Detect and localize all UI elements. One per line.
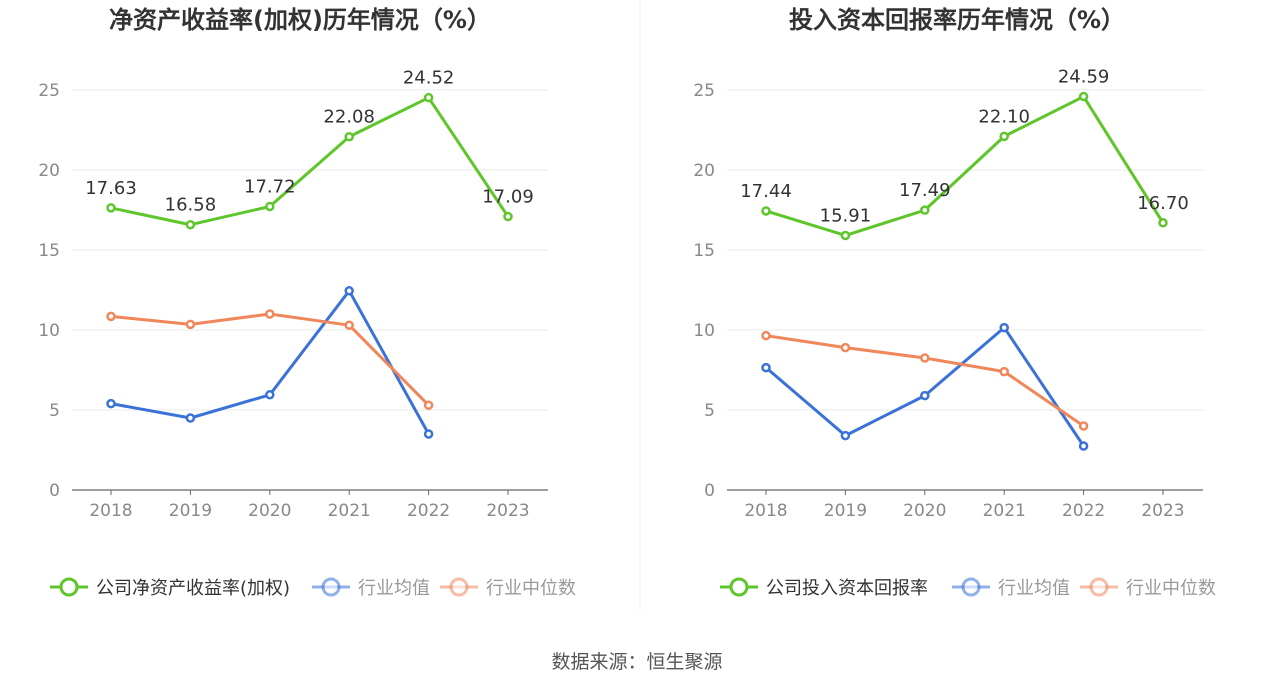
- data-point: [1078, 441, 1089, 451]
- y-tick-label: 15: [38, 241, 60, 261]
- data-label: 24.59: [1058, 67, 1110, 88]
- data-point: [106, 203, 116, 213]
- data-point: [185, 319, 196, 330]
- legend-marker: [961, 577, 981, 597]
- data-label: 17.49: [899, 180, 951, 201]
- data-point: [999, 322, 1009, 333]
- data-label: 17.44: [740, 181, 792, 202]
- data-point: [344, 131, 354, 142]
- legend-marker: [729, 577, 749, 597]
- data-point: [1078, 91, 1089, 102]
- data-point: [1078, 421, 1089, 431]
- data-label: 16.58: [165, 195, 217, 216]
- x-tick-label: 2020: [903, 501, 946, 521]
- x-tick-label: 2020: [248, 501, 291, 521]
- data-point: [761, 206, 771, 216]
- roic-chart-panel: 投入资本回报率历年情况（%） 0 5 10 15 20 25 2018 2019 2020 2021…: [693, 6, 1216, 599]
- y-tick-label: 0: [49, 481, 60, 501]
- data-point: [423, 400, 434, 410]
- legend-marker: [1089, 577, 1109, 597]
- x-tick-label: 2019: [824, 501, 867, 521]
- x-tick-label: 2018: [744, 501, 787, 521]
- y-tick-label: 15: [693, 241, 715, 261]
- x-tick-label: 2019: [169, 501, 212, 521]
- data-label: 24.52: [403, 68, 455, 89]
- data-label: 17.09: [482, 187, 534, 208]
- data-label: 17.72: [244, 176, 296, 197]
- data-point: [265, 201, 275, 212]
- data-point: [344, 320, 354, 330]
- data-point: [840, 342, 851, 353]
- x-tick-label: 2023: [486, 501, 529, 521]
- data-label: 22.10: [978, 106, 1030, 127]
- data-point: [106, 311, 116, 322]
- series-line-1: [765, 326, 1085, 447]
- data-point: [265, 309, 275, 319]
- series-line-0: [110, 96, 510, 227]
- y-tick-label: 20: [38, 161, 60, 181]
- x-tick-label: 2021: [983, 501, 1026, 521]
- data-point: [999, 131, 1009, 142]
- data-point: [503, 211, 513, 222]
- data-point: [920, 353, 930, 363]
- data-point: [920, 390, 930, 401]
- data-label: 15.91: [820, 205, 872, 226]
- data-point: [761, 330, 771, 341]
- data-point: [423, 92, 434, 103]
- data-point: [920, 205, 930, 215]
- y-tick-label: 10: [38, 321, 60, 341]
- legend-marker: [59, 577, 79, 597]
- legend-label: 公司净资产收益率(加权): [96, 578, 290, 599]
- roe-chart-panel: 净资产收益率(加权)历年情况（%） 0 5 10 15 20 25 2018 2019 2020 2…: [38, 6, 576, 599]
- x-tick-label: 2022: [407, 501, 450, 521]
- y-tick-label: 20: [693, 161, 715, 181]
- data-label: 22.08: [323, 107, 375, 128]
- legend-label: 行业中位数: [1126, 578, 1216, 599]
- legend-marker: [449, 577, 469, 597]
- data-point: [423, 429, 434, 439]
- data-point: [1158, 218, 1168, 228]
- x-tick-label: 2018: [89, 501, 132, 521]
- legend-marker: [321, 577, 341, 597]
- y-tick-label: 25: [38, 81, 60, 101]
- data-point: [185, 219, 196, 230]
- y-tick-label: 25: [693, 81, 715, 101]
- y-tick-label: 10: [693, 321, 715, 341]
- data-point: [761, 362, 771, 373]
- series-line-2: [765, 334, 1085, 428]
- chart-title: 净资产收益率(加权)历年情况（%）: [109, 6, 491, 34]
- series-line-0: [765, 95, 1165, 237]
- legend-label: 公司投入资本回报率: [766, 578, 928, 599]
- x-tick-label: 2023: [1141, 501, 1184, 521]
- data-point: [106, 398, 116, 409]
- y-tick-label: 0: [704, 481, 715, 501]
- data-point: [840, 230, 851, 241]
- data-label: 16.70: [1137, 193, 1189, 214]
- data-point: [840, 430, 851, 441]
- chart-title: 投入资本回报率历年情况（%）: [789, 6, 1125, 34]
- legend-label: 行业中位数: [486, 578, 576, 599]
- data-point: [999, 366, 1009, 377]
- legend-label: 行业均值: [358, 578, 430, 599]
- data-point: [185, 413, 196, 423]
- data-label: 17.63: [85, 178, 137, 199]
- legend-label: 行业均值: [998, 578, 1070, 599]
- data-point: [265, 390, 275, 400]
- x-tick-label: 2021: [328, 501, 371, 521]
- y-tick-label: 5: [49, 401, 60, 421]
- data-source-note: 数据来源：恒生聚源: [551, 651, 722, 673]
- y-tick-label: 5: [704, 401, 715, 421]
- x-tick-label: 2022: [1062, 501, 1105, 521]
- data-point: [344, 286, 354, 296]
